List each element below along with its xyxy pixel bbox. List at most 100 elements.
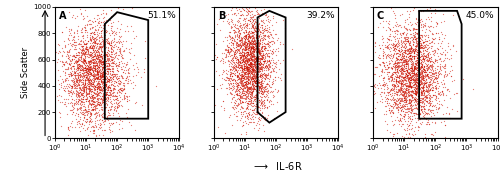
Point: [248, 68, 256, 71]
Point: [426, 56, 434, 59]
Point: [401, 60, 409, 63]
Point: [100, 95, 108, 98]
Point: [92, 99, 100, 102]
Point: [398, 93, 406, 96]
Point: [406, 27, 413, 30]
Point: [256, 73, 264, 76]
Point: [244, 90, 252, 93]
Point: [107, 14, 115, 17]
Point: [274, 47, 282, 49]
Point: [388, 120, 396, 123]
Point: [260, 72, 268, 75]
Point: [106, 71, 114, 74]
Point: [236, 79, 244, 82]
Point: [419, 106, 427, 109]
Point: [250, 90, 258, 93]
Point: [82, 95, 90, 97]
Point: [424, 55, 432, 58]
Point: [422, 73, 430, 76]
Point: [224, 48, 232, 51]
Point: [252, 44, 260, 47]
Point: [118, 127, 126, 129]
Point: [74, 92, 82, 94]
Point: [391, 64, 399, 67]
Point: [245, 78, 253, 81]
Point: [406, 66, 414, 69]
Point: [387, 105, 395, 107]
Point: [398, 52, 406, 54]
Point: [416, 66, 424, 69]
Point: [251, 18, 259, 21]
Point: [398, 105, 406, 108]
Point: [408, 82, 416, 85]
Point: [94, 57, 102, 60]
Point: [92, 38, 100, 41]
Point: [238, 69, 246, 71]
Point: [116, 89, 124, 92]
Point: [100, 44, 108, 47]
Point: [404, 38, 411, 40]
Point: [83, 48, 91, 51]
Point: [392, 67, 400, 70]
Point: [247, 72, 255, 75]
Point: [411, 103, 419, 106]
Point: [64, 61, 72, 64]
Point: [401, 96, 409, 99]
Point: [416, 26, 424, 29]
Point: [404, 87, 412, 90]
Point: [402, 62, 410, 65]
Point: [80, 88, 88, 91]
Point: [260, 84, 268, 87]
Point: [404, 95, 411, 98]
Point: [104, 67, 112, 70]
Point: [252, 78, 260, 81]
Point: [405, 71, 413, 74]
Point: [270, 116, 278, 119]
Point: [249, 87, 257, 90]
Point: [62, 104, 70, 107]
Point: [400, 120, 408, 122]
Point: [412, 94, 420, 96]
Point: [400, 19, 408, 22]
Point: [243, 22, 251, 25]
Point: [270, 50, 278, 52]
Point: [236, 46, 244, 49]
Point: [426, 61, 434, 63]
Point: [383, 84, 391, 87]
Point: [240, 60, 248, 63]
Point: [82, 97, 90, 100]
Point: [106, 63, 114, 66]
Point: [242, 43, 250, 46]
Point: [394, 30, 402, 33]
Point: [254, 62, 262, 65]
Point: [256, 53, 264, 55]
Point: [416, 72, 424, 75]
Point: [418, 51, 426, 54]
Point: [400, 99, 408, 102]
Point: [82, 24, 90, 27]
Point: [262, 76, 270, 79]
Point: [244, 78, 252, 80]
Point: [415, 114, 423, 117]
Point: [126, 46, 134, 49]
Point: [252, 62, 260, 65]
Point: [389, 62, 397, 65]
Point: [90, 67, 98, 70]
Point: [103, 54, 111, 56]
Point: [236, 45, 244, 48]
Point: [254, 12, 262, 15]
Point: [402, 89, 410, 91]
Point: [92, 85, 100, 88]
Point: [256, 107, 264, 110]
Point: [242, 88, 250, 90]
Point: [115, 63, 123, 66]
Point: [83, 77, 91, 80]
Point: [397, 70, 405, 73]
Point: [74, 107, 82, 110]
Point: [429, 75, 437, 77]
Point: [232, 115, 240, 117]
Point: [77, 64, 85, 66]
Point: [91, 67, 99, 70]
Point: [402, 72, 409, 75]
Point: [405, 52, 413, 54]
